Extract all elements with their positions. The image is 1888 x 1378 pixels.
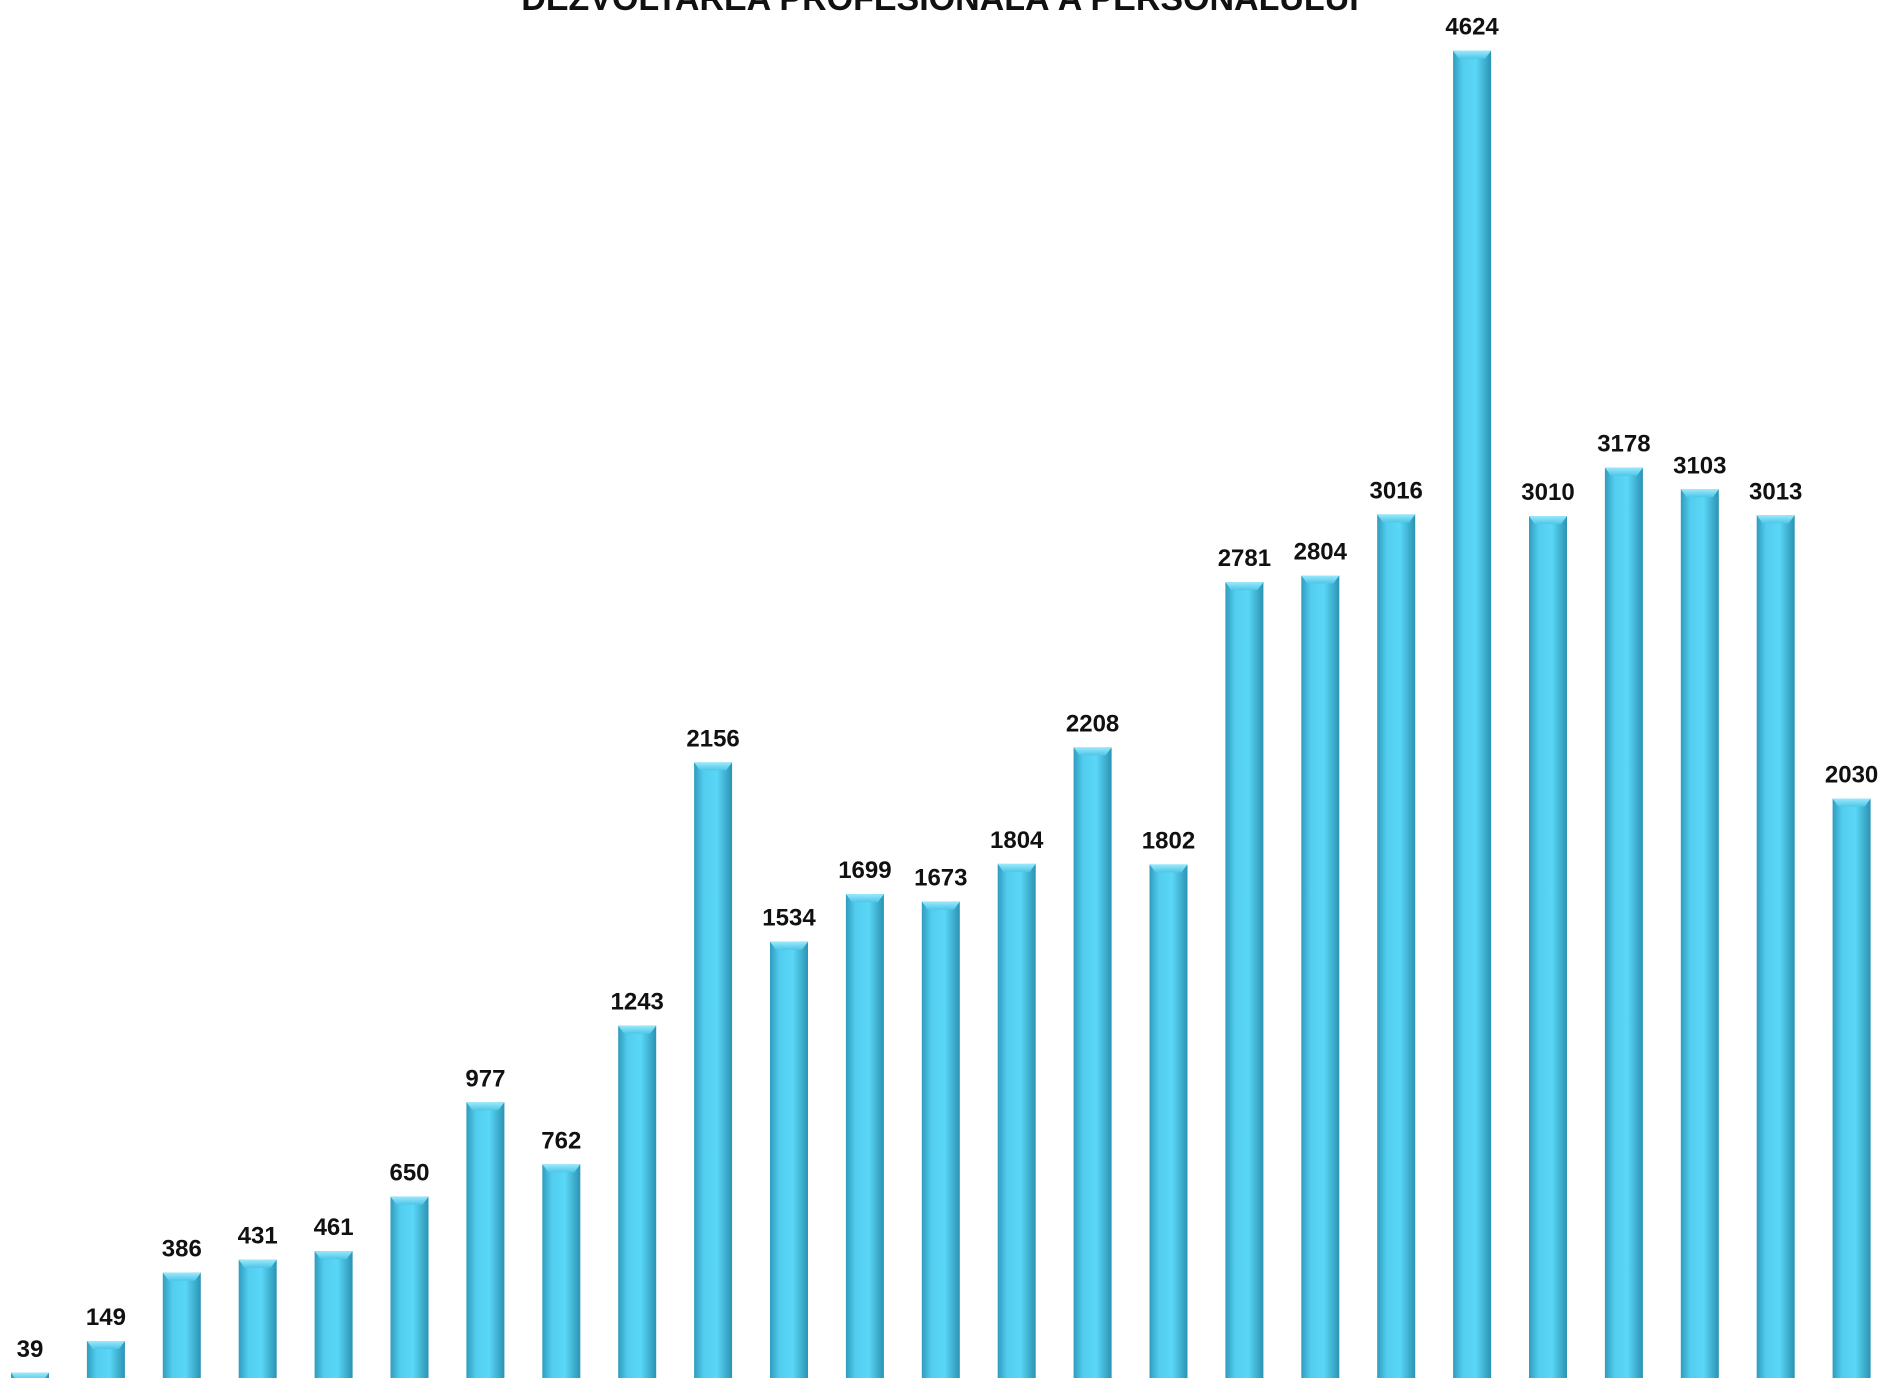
value-label: 3103 — [1673, 452, 1726, 479]
bar — [1832, 798, 1871, 1378]
bar — [238, 1259, 277, 1378]
bar — [694, 762, 733, 1378]
value-label: 39 — [17, 1336, 44, 1363]
bar — [1377, 514, 1416, 1378]
bar-cap — [1377, 514, 1416, 523]
chart-title: DEZVOLTAREA PROFESIONALĂ A PERSONALULUI — [521, 0, 1358, 18]
value-label: 1699 — [838, 857, 891, 884]
value-label: 977 — [465, 1065, 505, 1092]
bar — [1756, 515, 1795, 1378]
bar — [1301, 575, 1340, 1378]
bar-cap — [1453, 50, 1492, 59]
bar-cap — [542, 1164, 581, 1173]
bar — [770, 941, 808, 1378]
value-label: 2030 — [1825, 762, 1878, 789]
bar — [466, 1102, 505, 1378]
bar-cap — [162, 1272, 201, 1281]
bar — [1453, 50, 1492, 1378]
bar — [997, 863, 1036, 1378]
bar-cap — [997, 863, 1036, 872]
bar — [1529, 516, 1567, 1378]
value-label: 3016 — [1370, 477, 1423, 504]
bar-cap — [86, 1341, 125, 1350]
value-label: 3010 — [1521, 479, 1574, 506]
bar — [1225, 582, 1264, 1378]
bar-cap — [238, 1259, 277, 1268]
bar — [921, 901, 960, 1378]
bar-cap — [466, 1102, 505, 1111]
bar-cap — [770, 941, 808, 950]
bar-cap — [1756, 515, 1795, 524]
value-label: 2208 — [1066, 710, 1119, 737]
bar-cap — [1832, 798, 1871, 807]
value-label: 1673 — [914, 865, 967, 892]
bar — [542, 1164, 581, 1378]
bar — [390, 1196, 429, 1378]
value-label: 431 — [238, 1223, 278, 1250]
bar-cap — [618, 1025, 657, 1034]
bar-cap — [1529, 516, 1567, 525]
bar-cap — [1301, 575, 1340, 584]
value-label: 3178 — [1597, 431, 1650, 458]
bar — [845, 894, 884, 1378]
bar-cap — [921, 901, 960, 910]
bar — [162, 1272, 201, 1378]
bar-cap — [390, 1196, 429, 1205]
bar-cap — [314, 1251, 353, 1260]
bar — [1604, 467, 1643, 1378]
bar-cap — [1225, 582, 1264, 591]
bar-cap — [11, 1372, 49, 1378]
value-label: 4624 — [1445, 14, 1499, 41]
bar-cap — [694, 762, 733, 771]
bar-cap — [845, 894, 884, 903]
bar — [618, 1025, 657, 1378]
bar-cap — [1680, 489, 1719, 498]
bar — [314, 1251, 353, 1378]
value-label: 650 — [389, 1160, 429, 1187]
bar-cap — [1073, 747, 1112, 756]
bar-cap — [1149, 864, 1188, 873]
value-label: 461 — [314, 1214, 354, 1241]
bar — [1073, 747, 1112, 1378]
value-label: 1802 — [1142, 827, 1195, 854]
value-label: 2156 — [686, 725, 739, 752]
value-label: 2804 — [1294, 539, 1348, 566]
value-label: 762 — [541, 1127, 581, 1154]
value-label: 3013 — [1749, 478, 1802, 505]
value-label: 1534 — [762, 905, 816, 932]
bar-cap — [1604, 467, 1643, 476]
value-label: 149 — [86, 1304, 126, 1331]
bar — [1149, 864, 1188, 1378]
value-label: 2781 — [1218, 545, 1271, 572]
value-label: 386 — [162, 1236, 202, 1263]
bar — [1680, 489, 1719, 1378]
value-label: 1804 — [990, 827, 1044, 854]
value-label: 1243 — [611, 989, 664, 1016]
